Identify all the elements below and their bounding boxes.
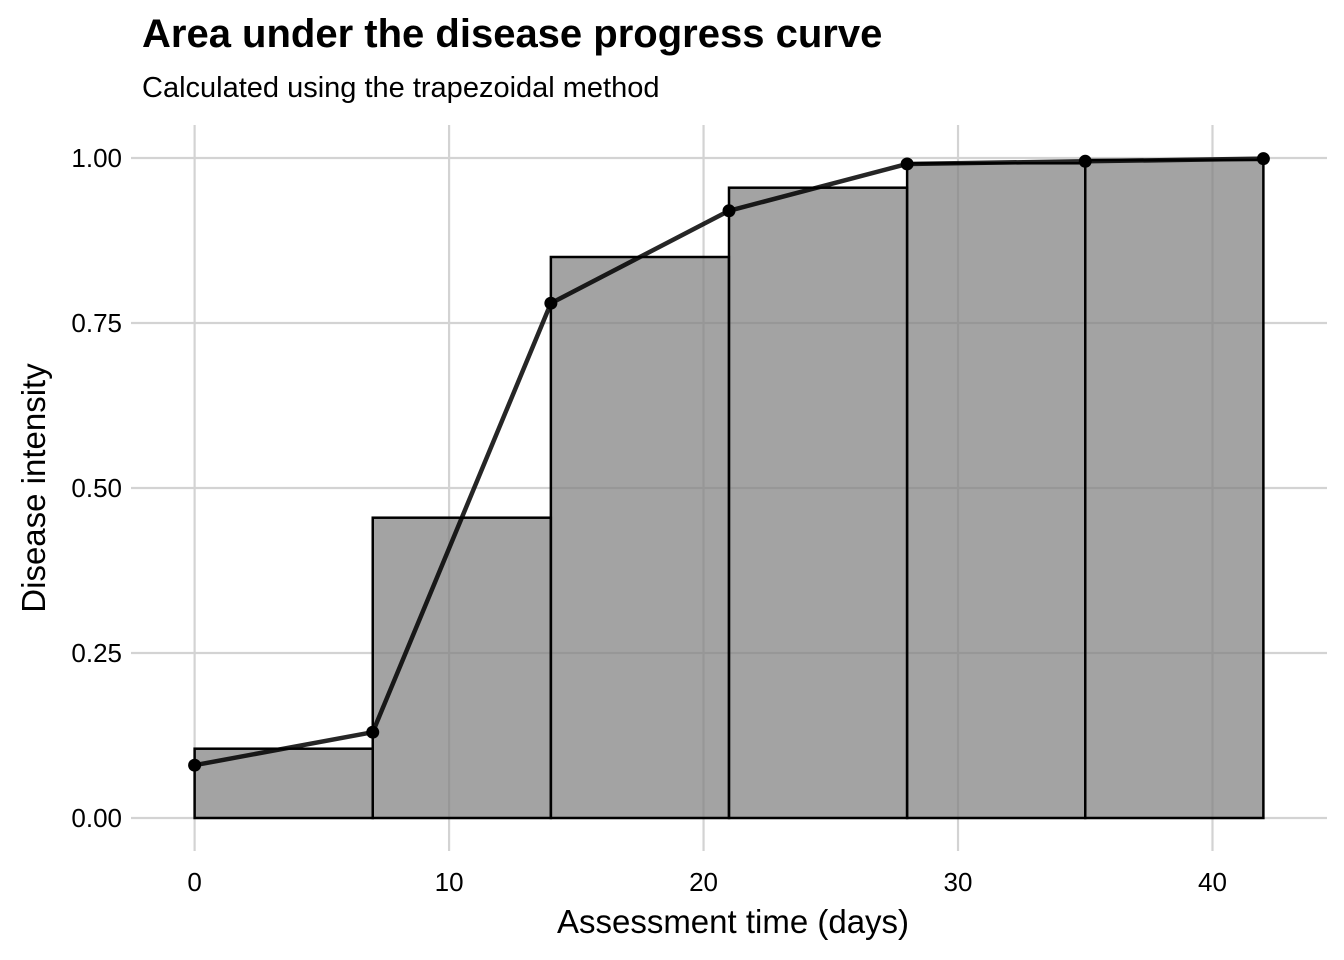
y-tick-label: 0.00 xyxy=(71,803,122,833)
data-point xyxy=(366,725,380,739)
y-tick-label: 0.75 xyxy=(71,308,122,338)
y-axis-label: Disease intensity xyxy=(15,363,52,613)
x-tick-label: 20 xyxy=(689,867,718,897)
bar xyxy=(905,162,1087,820)
bar xyxy=(727,186,909,820)
y-tick-label: 0.25 xyxy=(71,638,122,668)
chart-title: Area under the disease progress curve xyxy=(142,12,883,56)
data-point xyxy=(1078,154,1092,168)
x-tick-label: 40 xyxy=(1198,867,1227,897)
bar xyxy=(549,255,731,820)
y-tick-label: 0.50 xyxy=(71,473,122,503)
x-tick-label: 30 xyxy=(944,867,973,897)
x-tick-label: 10 xyxy=(435,867,464,897)
chart-subtitle: Calculated using the trapezoidal method xyxy=(142,72,660,104)
data-point xyxy=(544,296,558,310)
bar xyxy=(371,516,553,820)
x-tick-label: 0 xyxy=(187,867,201,897)
data-point xyxy=(900,157,914,171)
y-tick-label: 1.00 xyxy=(71,143,122,173)
data-point xyxy=(188,758,202,772)
data-point xyxy=(1256,152,1270,166)
data-point xyxy=(722,204,736,218)
bar xyxy=(1084,158,1265,820)
x-axis-label: Assessment time (days) xyxy=(557,903,909,940)
